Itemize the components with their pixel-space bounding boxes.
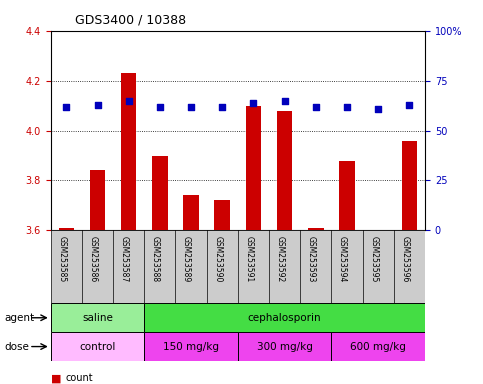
Point: [94, 101, 101, 108]
Bar: [144, 303, 425, 332]
Bar: [277, 111, 293, 230]
Bar: [214, 200, 230, 230]
Point: [125, 98, 132, 104]
Text: GSM253595: GSM253595: [369, 236, 378, 283]
Text: GSM253592: GSM253592: [276, 236, 284, 283]
Bar: [246, 106, 261, 230]
Point: [62, 104, 70, 110]
Bar: [144, 332, 238, 361]
Bar: [402, 141, 417, 230]
Point: [156, 104, 164, 110]
Text: GSM253594: GSM253594: [338, 236, 347, 283]
Text: GSM253593: GSM253593: [307, 236, 316, 283]
Text: GSM253588: GSM253588: [151, 236, 160, 282]
Text: cephalosporin: cephalosporin: [248, 313, 322, 323]
Text: GSM253585: GSM253585: [57, 236, 66, 283]
Bar: [51, 332, 144, 361]
Point: [281, 98, 288, 104]
Text: GSM253589: GSM253589: [182, 236, 191, 283]
Bar: [308, 228, 324, 230]
Point: [250, 99, 257, 106]
Text: GSM253586: GSM253586: [88, 236, 98, 283]
Bar: [90, 170, 105, 230]
Text: ■: ■: [51, 373, 61, 383]
Bar: [339, 161, 355, 230]
Text: dose: dose: [5, 341, 30, 352]
Text: agent: agent: [5, 313, 35, 323]
Text: GSM253587: GSM253587: [120, 236, 128, 283]
Bar: [238, 332, 331, 361]
Bar: [183, 195, 199, 230]
Point: [312, 104, 320, 110]
Text: 300 mg/kg: 300 mg/kg: [257, 341, 313, 352]
Bar: [331, 332, 425, 361]
Text: 600 mg/kg: 600 mg/kg: [350, 341, 406, 352]
Point: [218, 104, 226, 110]
Bar: [58, 228, 74, 230]
Bar: [152, 156, 168, 230]
Text: GSM253590: GSM253590: [213, 236, 222, 283]
Text: count: count: [65, 373, 93, 383]
Text: saline: saline: [82, 313, 113, 323]
Text: 150 mg/kg: 150 mg/kg: [163, 341, 219, 352]
Point: [187, 104, 195, 110]
Text: control: control: [79, 341, 116, 352]
Bar: [51, 303, 144, 332]
Point: [374, 106, 382, 112]
Text: GSM253591: GSM253591: [244, 236, 254, 283]
Text: GDS3400 / 10388: GDS3400 / 10388: [75, 14, 186, 27]
Bar: [121, 73, 137, 230]
Text: GSM253596: GSM253596: [400, 236, 410, 283]
Point: [343, 104, 351, 110]
Point: [406, 101, 413, 108]
